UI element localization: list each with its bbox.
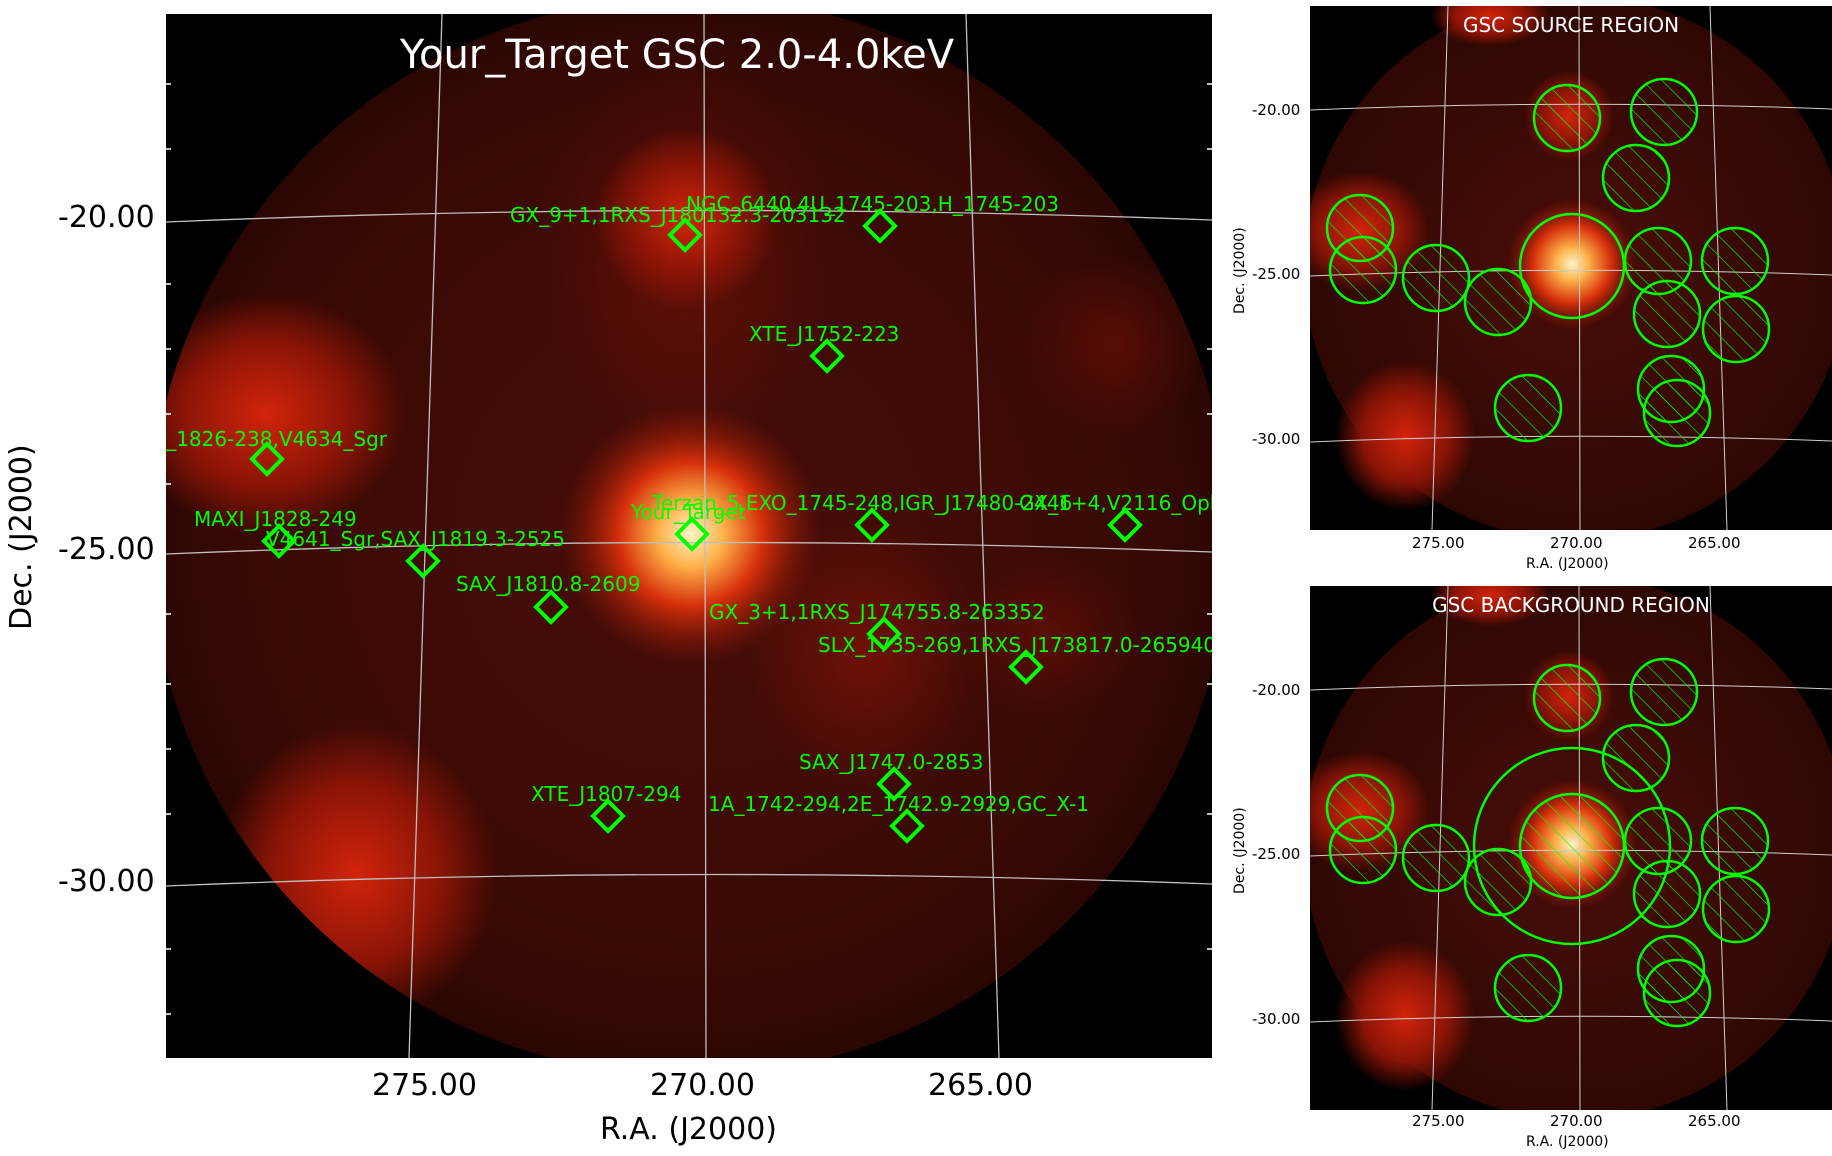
label-gx9: GX_9+1,1RXS_J180132.3-203132 bbox=[510, 203, 846, 227]
label-gs1826: GS_1826-238,V4634_Sgr bbox=[166, 427, 388, 451]
main-y-tick-30: -30.00 bbox=[58, 864, 155, 899]
marker-gx9 bbox=[667, 217, 703, 253]
bkg-y-tick-20: -20.00 bbox=[1252, 681, 1301, 699]
source-markers bbox=[249, 208, 1143, 844]
marker-terzan5 bbox=[854, 507, 890, 543]
background-exclusion-circles bbox=[1325, 657, 1771, 1028]
label-slx1735: SLX_1735-269,1RXS_J173817.0-265940 bbox=[818, 633, 1212, 657]
bkg-y-axis-label: Dec. (J2000) bbox=[1232, 807, 1248, 894]
bkg-y-tick-30: -30.00 bbox=[1252, 1010, 1301, 1028]
marker-maxi1828 bbox=[261, 523, 297, 559]
marker-gs1826 bbox=[249, 441, 285, 477]
label-gx1: GX_1+4,V2116_Oph bbox=[1019, 491, 1212, 515]
background-region-image: GSC BACKGROUND REGION bbox=[1310, 586, 1832, 1110]
label-terzan5: Terzan_5,EXO_1745-248,IGR_J17480-2446 bbox=[651, 491, 1072, 515]
source-labels: GX_9+1,1RXS_J180132.3-203132 NGC_6440,4U… bbox=[166, 192, 1212, 816]
background-region-title: GSC BACKGROUND REGION bbox=[1432, 593, 1710, 617]
label-1a1742: 1A_1742-294,2E_1742.9-2929,GC_X-1 bbox=[708, 792, 1089, 816]
marker-xte1752 bbox=[809, 338, 845, 374]
source-blob-lower-left bbox=[216, 724, 496, 1024]
marker-slx1735 bbox=[1008, 649, 1044, 685]
label-xte1807: XTE_J1807-294 bbox=[531, 782, 681, 806]
marker-sax1747 bbox=[876, 766, 912, 802]
main-y-tick-20: -20.00 bbox=[58, 200, 155, 235]
src-x-tick-265: 265.00 bbox=[1688, 534, 1741, 552]
label-xte1752: XTE_J1752-223 bbox=[749, 322, 899, 346]
marker-v4641 bbox=[405, 543, 441, 579]
marker-1a1742 bbox=[889, 808, 925, 844]
label-sax1747: SAX_J1747.0-2853 bbox=[799, 750, 983, 774]
bkg-x-tick-270: 270.00 bbox=[1550, 1112, 1603, 1130]
src-x-tick-270: 270.00 bbox=[1550, 534, 1603, 552]
label-maxi1828: MAXI_J1828-249 bbox=[194, 507, 357, 531]
background-annulus-outer bbox=[1472, 746, 1672, 946]
marker-sax1810 bbox=[533, 589, 569, 625]
main-y-tick-25: -25.00 bbox=[58, 532, 155, 567]
bkg-x-axis-label: R.A. (J2000) bbox=[1526, 1134, 1609, 1150]
source-region-map: GSC SOURCE REGION bbox=[1310, 6, 1832, 530]
source-region-title: GSC SOURCE REGION bbox=[1463, 13, 1679, 37]
main-x-tick-275: 275.00 bbox=[372, 1068, 477, 1103]
label-gx3: GX_3+1,1RXS_J174755.8-263352 bbox=[709, 600, 1045, 624]
main-x-axis-label: R.A. (J2000) bbox=[600, 1112, 777, 1147]
bkg-x-tick-265: 265.00 bbox=[1688, 1112, 1741, 1130]
main-sky-map: Your_Target GSC 2.0-4.0keV GX_9+1,1RXS_J… bbox=[166, 14, 1212, 1058]
source-blob-gs1826 bbox=[166, 294, 406, 534]
src-y-tick-25: -25.00 bbox=[1252, 265, 1301, 283]
label-ngc6440: NGC_6440,4U_1745-203,H_1745-203 bbox=[686, 192, 1059, 216]
src-y-tick-20: -20.00 bbox=[1252, 101, 1301, 119]
source-region-image: GSC SOURCE REGION bbox=[1310, 6, 1832, 530]
marker-xte1807 bbox=[590, 798, 626, 834]
source-region-circle bbox=[1518, 212, 1626, 320]
bkg-x-tick-275: 275.00 bbox=[1412, 1112, 1465, 1130]
marker-gx1 bbox=[1107, 507, 1143, 543]
source-exclusion-circles bbox=[1325, 77, 1771, 448]
main-title: Your_Target GSC 2.0-4.0keV bbox=[399, 32, 955, 78]
main-sky-image: Your_Target GSC 2.0-4.0keV GX_9+1,1RXS_J… bbox=[166, 14, 1212, 1058]
bkg-y-tick-25: -25.00 bbox=[1252, 845, 1301, 863]
label-target: Your_Target bbox=[630, 500, 746, 524]
src-y-axis-label: Dec. (J2000) bbox=[1232, 227, 1248, 314]
label-sax1810: SAX_J1810.8-2609 bbox=[456, 572, 640, 596]
background-region-map: GSC BACKGROUND REGION bbox=[1310, 586, 1832, 1110]
label-v4641: V4641_Sgr,SAX_J1819.3-2525 bbox=[266, 527, 565, 551]
main-ticks bbox=[166, 83, 1212, 1015]
main-y-axis-label: Dec. (J2000) bbox=[4, 444, 39, 630]
src-x-axis-label: R.A. (J2000) bbox=[1526, 556, 1609, 572]
main-x-tick-270: 270.00 bbox=[650, 1068, 755, 1103]
main-x-tick-265: 265.00 bbox=[928, 1068, 1033, 1103]
src-x-tick-275: 275.00 bbox=[1412, 534, 1465, 552]
marker-gx3 bbox=[866, 616, 902, 652]
marker-target bbox=[674, 516, 710, 552]
marker-ngc6440 bbox=[862, 208, 898, 244]
src-y-tick-30: -30.00 bbox=[1252, 430, 1301, 448]
